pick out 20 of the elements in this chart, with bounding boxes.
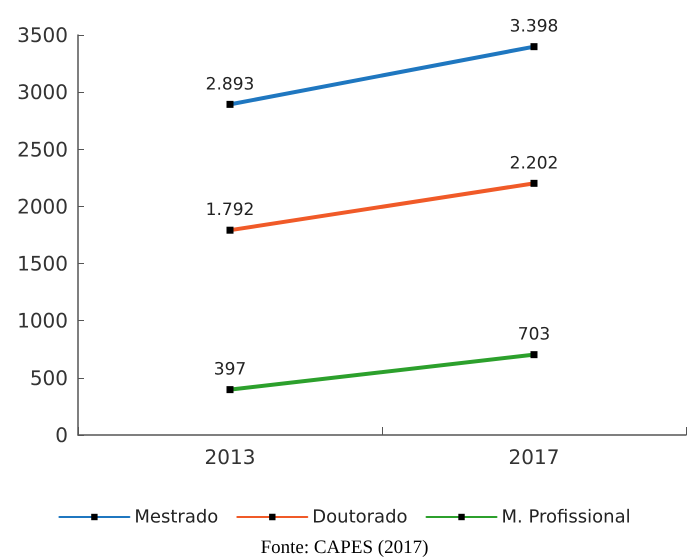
data-label: 3.398 (510, 16, 558, 37)
y-tick-label: 2500 (17, 137, 68, 162)
x-tick-label: 2017 (508, 445, 560, 469)
legend-label: Doutorado (312, 506, 408, 528)
y-tick-label: 0 (55, 423, 68, 447)
data-label: 397 (214, 360, 246, 380)
data-label: 2.202 (510, 153, 558, 174)
y-tick-label: 3500 (17, 23, 68, 47)
legend-label: Mestrado (134, 506, 218, 528)
data-label: 703 (518, 324, 550, 345)
y-tick-label: 3000 (17, 80, 68, 104)
data-label: 1.792 (206, 200, 254, 220)
y-tick-label: 500 (30, 366, 68, 390)
data-label: 2.893 (206, 74, 254, 94)
legend-label: M. Profissional (502, 506, 631, 528)
y-tick-label: 1500 (17, 252, 68, 276)
x-tick-label: 2013 (204, 445, 256, 469)
y-tick-label: 2000 (17, 194, 68, 218)
source-note: Fonte: CAPES (2017) (260, 537, 428, 558)
y-tick-label: 1000 (17, 308, 68, 333)
